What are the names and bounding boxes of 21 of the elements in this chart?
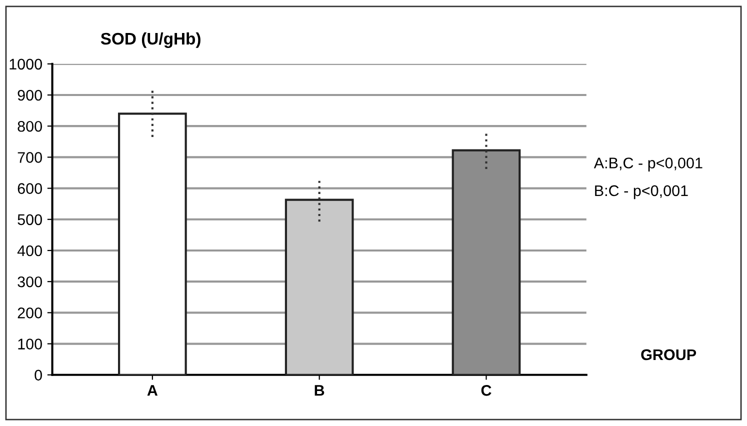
- x-tick-label: A: [147, 385, 158, 396]
- text: A:B,C - p<0,001: [594, 158, 702, 172]
- y-tick-label: 900: [18, 90, 42, 101]
- text: B:C - p<0,001: [595, 185, 688, 200]
- y-tick-label: 700: [18, 152, 42, 163]
- y-tick-label: 200: [18, 308, 42, 318]
- y-tick-label: 100: [18, 338, 42, 350]
- y-tick-label: 600: [18, 183, 42, 194]
- bar: [452, 149, 521, 375]
- bar: [118, 112, 187, 375]
- y-tick-label: 0: [34, 370, 42, 381]
- bar: [284, 198, 354, 375]
- x-tick-label: C: [481, 385, 492, 396]
- y-tick-label: 500: [18, 214, 42, 226]
- y-tick-label: 400: [17, 245, 42, 256]
- chart-title: SOD (U/gHb): [100, 32, 200, 48]
- y-tick-label: 800: [18, 120, 42, 132]
- x-tick-label: B: [314, 385, 324, 396]
- x-axis-title: GROUP: [641, 349, 696, 360]
- y-tick-label: 300: [18, 276, 42, 288]
- y-tick-label: 1000: [10, 58, 42, 70]
